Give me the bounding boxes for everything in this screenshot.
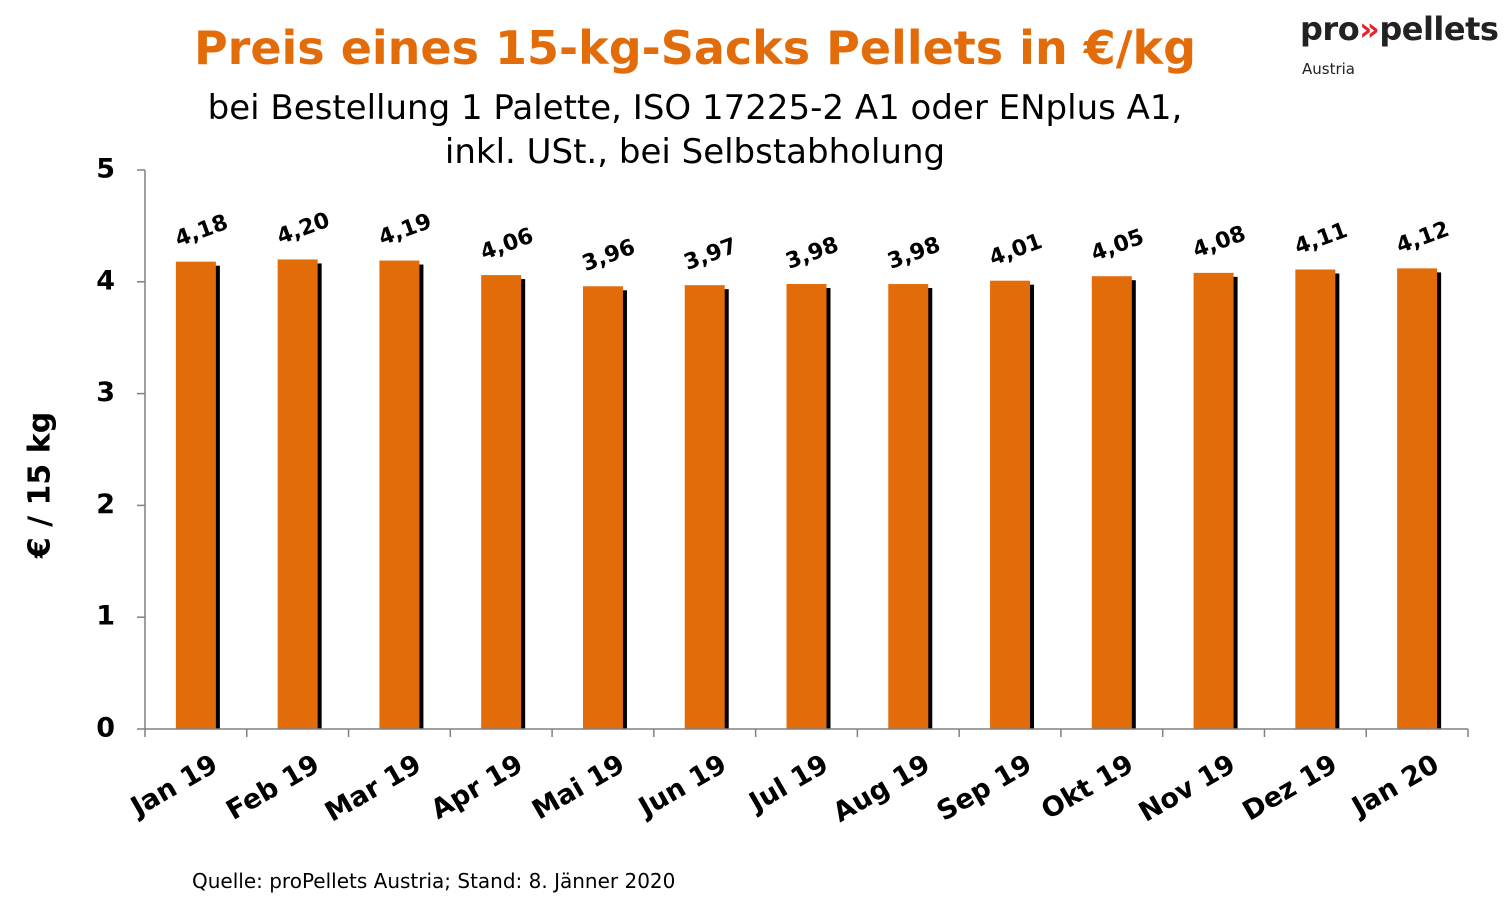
y-tick-label: 1: [96, 601, 115, 632]
data-label: 4,11: [1291, 218, 1351, 260]
bar: [1091, 276, 1132, 729]
x-tick-label: Jan 19: [124, 749, 223, 824]
bar: [1295, 269, 1336, 729]
x-tick-label: Okt 19: [1036, 749, 1139, 826]
x-tick-label: Feb 19: [221, 749, 325, 827]
data-label: 4,19: [375, 209, 435, 251]
y-tick-label: 5: [96, 154, 115, 185]
bar: [1193, 272, 1234, 729]
y-tick-label: 3: [96, 377, 115, 408]
logo-prefix: pro: [1300, 10, 1360, 48]
logo-arrows: »: [1359, 10, 1380, 48]
x-tick-label: Jun 19: [632, 749, 732, 825]
data-label: 4,20: [274, 208, 334, 250]
y-tick-label: 4: [96, 265, 115, 296]
x-tick-label: Dez 19: [1238, 749, 1343, 828]
x-tick-label: Apr 19: [426, 749, 529, 826]
subtitle-line-1: bei Bestellung 1 Palette, ISO 17225-2 A1…: [207, 88, 1183, 128]
x-tick-label: Nov 19: [1134, 749, 1241, 829]
data-label: 4,05: [1088, 225, 1148, 267]
bar: [990, 280, 1031, 729]
data-label: 3,96: [579, 235, 639, 277]
axes-layer: [137, 169, 1469, 737]
x-tick-label: Jul 19: [742, 749, 833, 820]
chart-title: Preis eines 15-kg-Sacks Pellets in €/kg: [193, 21, 1197, 75]
bar: [582, 286, 623, 729]
x-tick-label: Aug 19: [828, 749, 936, 829]
source-note: Quelle: proPellets Austria; Stand: 8. Jä…: [192, 869, 676, 893]
bar: [786, 284, 827, 729]
data-label: 4,08: [1190, 221, 1250, 263]
data-label: 4,01: [986, 229, 1046, 271]
bar: [888, 284, 929, 729]
subtitle-line-2: inkl. USt., bei Selbstabholung: [444, 132, 946, 173]
x-tick-label: Mai 19: [527, 749, 630, 827]
bars-layer: [175, 259, 1442, 729]
x-tick-label: Jan 20: [1345, 749, 1444, 824]
x-tick-label: Mar 19: [320, 749, 427, 829]
data-label: 4,12: [1393, 217, 1453, 259]
logo-suffix: pellets: [1379, 10, 1499, 48]
propellets-logo: pro»pellets Austria: [1300, 10, 1500, 85]
y-tick-label: 0: [96, 713, 115, 744]
data-label: 3,97: [681, 234, 741, 276]
x-tick-label: Sep 19: [932, 749, 1038, 828]
data-label: 4,06: [477, 224, 537, 266]
data-label: 4,18: [172, 210, 232, 252]
logo-subtitle: Austria: [1302, 60, 1355, 78]
bar: [175, 261, 216, 729]
chart-subtitle: bei Bestellung 1 Palette, ISO 17225-2 A1…: [100, 86, 1290, 174]
bar: [379, 260, 420, 729]
data-label: 3,98: [783, 233, 843, 275]
bar: [1397, 268, 1438, 729]
data-label: 3,98: [884, 233, 944, 275]
y-tick-label: 2: [96, 489, 115, 520]
bar: [481, 275, 522, 729]
logo-wordmark: pro»pellets: [1300, 10, 1499, 48]
bar: [277, 259, 318, 729]
bar: [684, 285, 725, 729]
